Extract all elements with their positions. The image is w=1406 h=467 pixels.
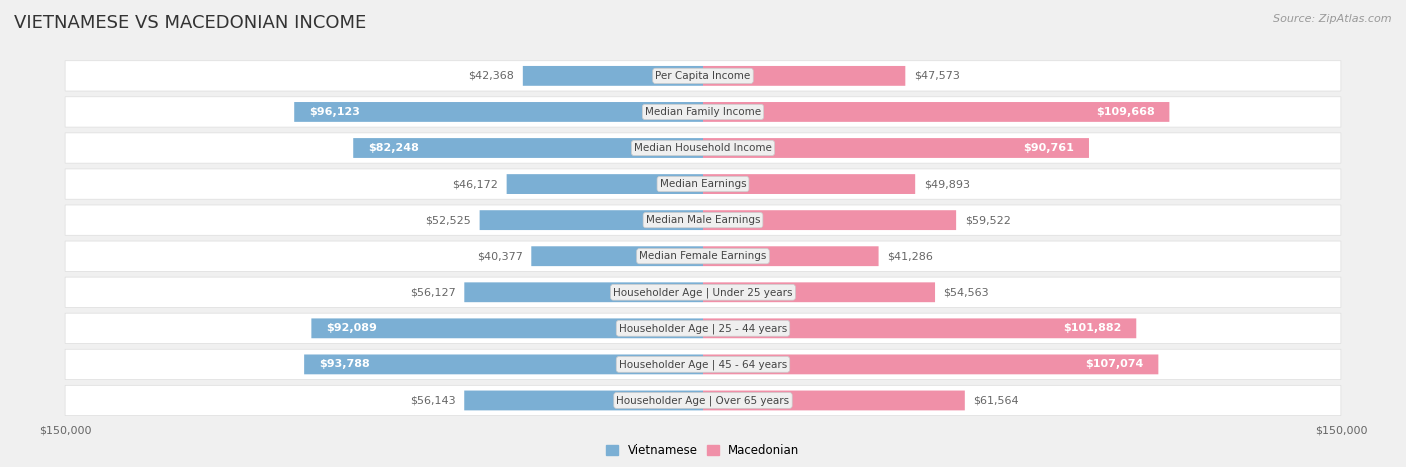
FancyBboxPatch shape	[479, 210, 703, 230]
Text: Householder Age | 25 - 44 years: Householder Age | 25 - 44 years	[619, 323, 787, 333]
Text: $40,377: $40,377	[477, 251, 523, 261]
Text: $47,573: $47,573	[914, 71, 960, 81]
Text: $61,564: $61,564	[973, 396, 1019, 405]
Text: Median Household Income: Median Household Income	[634, 143, 772, 153]
Text: $101,882: $101,882	[1063, 323, 1122, 333]
FancyBboxPatch shape	[464, 390, 703, 410]
FancyBboxPatch shape	[65, 169, 1341, 199]
Text: Median Earnings: Median Earnings	[659, 179, 747, 189]
FancyBboxPatch shape	[464, 283, 703, 302]
FancyBboxPatch shape	[703, 138, 1090, 158]
Text: $92,089: $92,089	[326, 323, 377, 333]
Text: $41,286: $41,286	[887, 251, 934, 261]
FancyBboxPatch shape	[65, 205, 1341, 235]
Text: Median Male Earnings: Median Male Earnings	[645, 215, 761, 225]
Text: Source: ZipAtlas.com: Source: ZipAtlas.com	[1274, 14, 1392, 24]
FancyBboxPatch shape	[65, 277, 1341, 307]
Text: $59,522: $59,522	[965, 215, 1011, 225]
FancyBboxPatch shape	[703, 246, 879, 266]
Text: Per Capita Income: Per Capita Income	[655, 71, 751, 81]
FancyBboxPatch shape	[703, 210, 956, 230]
Legend: Vietnamese, Macedonian: Vietnamese, Macedonian	[602, 439, 804, 462]
FancyBboxPatch shape	[703, 102, 1170, 122]
Text: $82,248: $82,248	[368, 143, 419, 153]
Text: $93,788: $93,788	[319, 360, 370, 369]
Text: VIETNAMESE VS MACEDONIAN INCOME: VIETNAMESE VS MACEDONIAN INCOME	[14, 14, 367, 32]
Text: $96,123: $96,123	[309, 107, 360, 117]
FancyBboxPatch shape	[65, 385, 1341, 416]
FancyBboxPatch shape	[65, 241, 1341, 271]
FancyBboxPatch shape	[703, 283, 935, 302]
FancyBboxPatch shape	[703, 66, 905, 86]
FancyBboxPatch shape	[65, 313, 1341, 344]
Text: Householder Age | Under 25 years: Householder Age | Under 25 years	[613, 287, 793, 297]
Text: Median Family Income: Median Family Income	[645, 107, 761, 117]
FancyBboxPatch shape	[65, 349, 1341, 380]
FancyBboxPatch shape	[353, 138, 703, 158]
Text: Householder Age | Over 65 years: Householder Age | Over 65 years	[616, 395, 790, 406]
Text: $49,893: $49,893	[924, 179, 970, 189]
FancyBboxPatch shape	[65, 61, 1341, 91]
FancyBboxPatch shape	[523, 66, 703, 86]
Text: $52,525: $52,525	[426, 215, 471, 225]
Text: $54,563: $54,563	[943, 287, 990, 297]
Text: $107,074: $107,074	[1085, 360, 1143, 369]
FancyBboxPatch shape	[311, 318, 703, 338]
FancyBboxPatch shape	[703, 174, 915, 194]
FancyBboxPatch shape	[703, 318, 1136, 338]
FancyBboxPatch shape	[703, 354, 1159, 375]
FancyBboxPatch shape	[304, 354, 703, 375]
FancyBboxPatch shape	[65, 133, 1341, 163]
Text: Median Female Earnings: Median Female Earnings	[640, 251, 766, 261]
Text: Householder Age | 45 - 64 years: Householder Age | 45 - 64 years	[619, 359, 787, 370]
Text: $109,668: $109,668	[1095, 107, 1154, 117]
Text: $56,127: $56,127	[411, 287, 456, 297]
FancyBboxPatch shape	[703, 390, 965, 410]
Text: $56,143: $56,143	[411, 396, 456, 405]
Text: $46,172: $46,172	[453, 179, 498, 189]
FancyBboxPatch shape	[506, 174, 703, 194]
Text: $90,761: $90,761	[1024, 143, 1074, 153]
Text: $42,368: $42,368	[468, 71, 515, 81]
FancyBboxPatch shape	[65, 97, 1341, 127]
FancyBboxPatch shape	[531, 246, 703, 266]
FancyBboxPatch shape	[294, 102, 703, 122]
